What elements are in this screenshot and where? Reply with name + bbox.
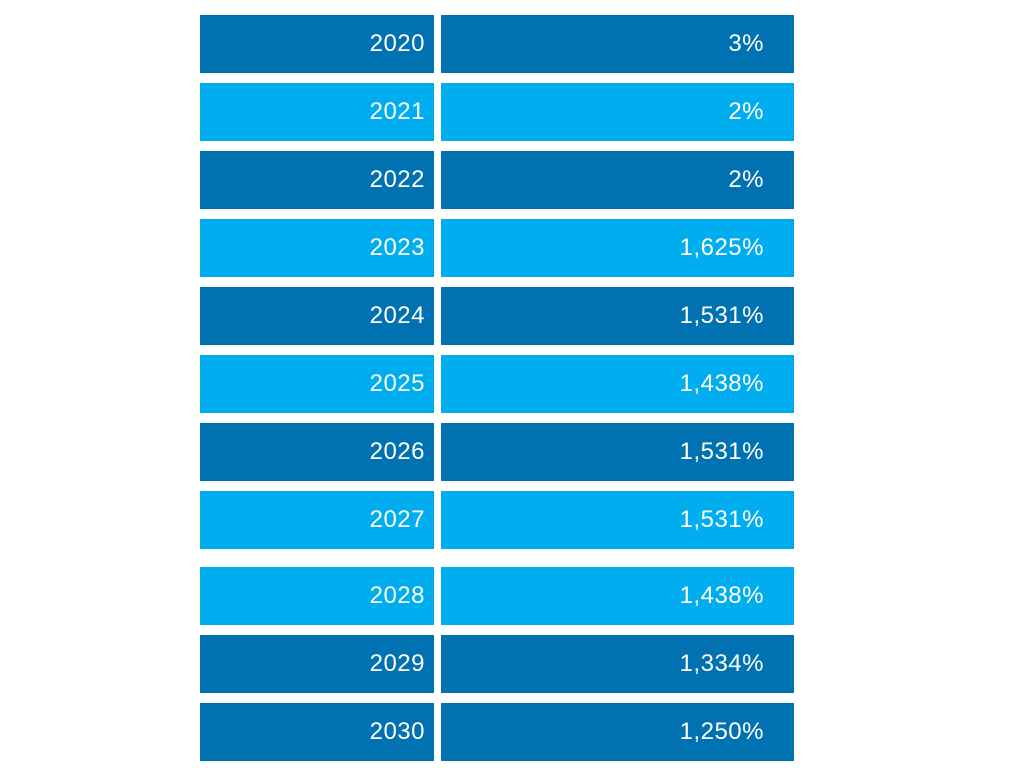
column-gutter — [434, 703, 441, 761]
year-cell: 2021 — [200, 83, 434, 141]
table-row: 2023 1,625% — [200, 219, 794, 277]
year-cell: 2027 — [200, 491, 434, 549]
column-gutter — [434, 567, 441, 625]
table-row: 2022 2% — [200, 151, 794, 209]
column-gutter — [434, 355, 441, 413]
column-gutter — [434, 423, 441, 481]
column-gutter — [434, 287, 441, 345]
value-cell: 1,334% — [441, 635, 794, 693]
table-row: 2026 1,531% — [200, 423, 794, 481]
column-gutter — [434, 151, 441, 209]
value-cell: 1,625% — [441, 219, 794, 277]
value-cell: 1,438% — [441, 355, 794, 413]
year-cell: 2020 — [200, 15, 434, 73]
value-cell: 1,531% — [441, 491, 794, 549]
table-row: 2028 1,438% — [200, 567, 794, 625]
column-gutter — [434, 491, 441, 549]
year-cell: 2022 — [200, 151, 434, 209]
year-cell: 2030 — [200, 703, 434, 761]
column-gutter — [434, 219, 441, 277]
column-gutter — [434, 635, 441, 693]
value-cell: 1,250% — [441, 703, 794, 761]
column-gutter — [434, 83, 441, 141]
table-row: 2027 1,531% — [200, 491, 794, 549]
year-cell: 2025 — [200, 355, 434, 413]
value-cell: 2% — [441, 83, 794, 141]
year-cell: 2028 — [200, 567, 434, 625]
year-cell: 2026 — [200, 423, 434, 481]
column-gutter — [434, 15, 441, 73]
table-row: 2030 1,250% — [200, 703, 794, 761]
year-cell: 2029 — [200, 635, 434, 693]
table-row: 2021 2% — [200, 83, 794, 141]
value-cell: 1,438% — [441, 567, 794, 625]
table-row: 2029 1,334% — [200, 635, 794, 693]
value-cell: 3% — [441, 15, 794, 73]
table-row: 2025 1,438% — [200, 355, 794, 413]
year-cell: 2024 — [200, 287, 434, 345]
value-cell: 2% — [441, 151, 794, 209]
year-cell: 2023 — [200, 219, 434, 277]
table-row: 2020 3% — [200, 15, 794, 73]
value-cell: 1,531% — [441, 423, 794, 481]
year-value-table: 2020 3% 2021 2% 2022 2% 2023 1,625% 2024… — [200, 15, 794, 768]
value-cell: 1,531% — [441, 287, 794, 345]
table-row: 2024 1,531% — [200, 287, 794, 345]
